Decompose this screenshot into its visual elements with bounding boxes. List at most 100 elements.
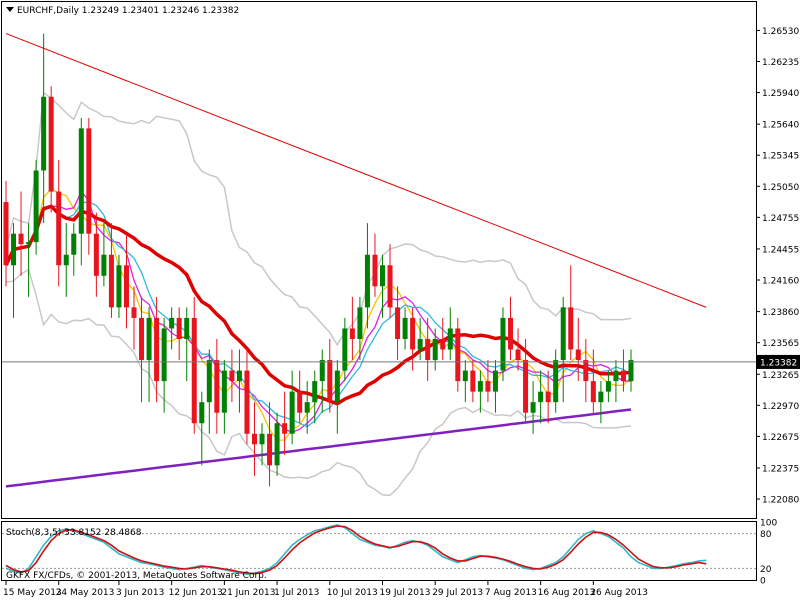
- time-tick-label: 10 Jul 2013: [327, 588, 378, 598]
- candle-body: [417, 338, 423, 350]
- price-tick-label: 1.22675: [762, 433, 799, 443]
- symbol-header: EURCHF,Daily 1.23249 1.23401 1.23246 1.2…: [17, 6, 239, 16]
- candle-body: [538, 391, 544, 403]
- candle-body: [18, 233, 24, 245]
- price-tick-label: 1.24160: [762, 277, 799, 287]
- price-tick-label: 1.23860: [762, 308, 799, 318]
- candle-body: [583, 360, 589, 382]
- price-tick-label: 1.22080: [762, 496, 799, 506]
- candle-body: [274, 423, 280, 466]
- candle-body: [598, 391, 604, 403]
- price-tick-label: 1.22970: [762, 402, 799, 412]
- candle-body: [41, 96, 47, 171]
- copyright-text: GKFX FX/CFDs, © 2001-2013, MetaQuotes So…: [6, 571, 267, 581]
- candle-body: [440, 338, 446, 350]
- time-tick-label: 21 Jun 2013: [221, 588, 275, 598]
- price-tick-label: 1.26235: [762, 58, 799, 68]
- candle-body: [545, 391, 551, 403]
- candle-body: [236, 370, 242, 382]
- candle-body: [613, 370, 619, 382]
- price-axis: 1.26530 1.26235 1.25940 1.25640 1.25345 1.250…: [756, 27, 799, 506]
- time-tick-label: 24 May 2013: [56, 588, 115, 598]
- candle-body: [508, 317, 514, 350]
- candle-body: [86, 128, 92, 234]
- candle-body: [244, 370, 250, 434]
- bollinger-upper: [5, 91, 632, 347]
- candle-body: [327, 360, 333, 403]
- candle-body: [169, 317, 175, 329]
- current-price-label: 1.23382: [760, 358, 797, 368]
- candle-body: [485, 381, 491, 392]
- price-tick-label: 1.22375: [762, 464, 799, 474]
- candle-body: [297, 391, 303, 413]
- candle-body: [372, 254, 378, 287]
- time-tick-label: 3 Jun 2013: [116, 588, 164, 598]
- candle-body: [56, 191, 62, 266]
- candle-body: [199, 402, 205, 424]
- candle-body: [71, 233, 77, 255]
- candle-body: [251, 433, 257, 445]
- ma-blue-line: [5, 201, 632, 428]
- stoch-tick-label: 80: [760, 530, 772, 540]
- price-tick-label: 1.25050: [762, 183, 799, 193]
- candle-body: [214, 360, 220, 413]
- candle-body: [33, 170, 39, 243]
- ma-red-line: [4, 204, 632, 406]
- time-tick-label: 15 May 2013: [3, 588, 62, 598]
- candle-body: [259, 433, 265, 445]
- candle-body: [455, 328, 461, 382]
- candle-body: [523, 360, 529, 413]
- candle-body: [131, 307, 137, 318]
- time-tick-label: 26 Aug 2013: [590, 588, 648, 598]
- candle-body: [349, 328, 355, 339]
- time-tick-label: 16 Aug 2013: [538, 588, 596, 598]
- bollinger-lower: [5, 268, 632, 497]
- ma-purple-line: [5, 408, 632, 488]
- candle-body: [387, 265, 393, 308]
- current-price-box: [757, 354, 800, 369]
- current-price-layer: 1.23382: [2, 354, 800, 369]
- candle-body: [93, 233, 99, 276]
- stoch-tick-label: 100: [760, 519, 777, 529]
- candle-body: [63, 254, 69, 266]
- candle-body: [590, 381, 596, 403]
- candle-body: [161, 328, 167, 382]
- price-tick-label: 1.23565: [762, 339, 799, 349]
- stoch-signal-line: [5, 525, 707, 575]
- candle-body: [289, 391, 295, 434]
- trend-line: [5, 33, 707, 308]
- candle-body: [154, 317, 160, 382]
- ma-yellow-line: [5, 188, 632, 441]
- menu-triangle-icon[interactable]: [6, 7, 14, 12]
- price-tick-label: 1.23265: [762, 371, 799, 381]
- time-tick-label: 19 Jul 2013: [380, 588, 431, 598]
- time-tick-label: 29 Jul 2013: [432, 588, 483, 598]
- candle-body: [628, 360, 634, 382]
- candle-body: [432, 338, 438, 361]
- price-tick-label: 1.24455: [762, 245, 799, 255]
- candle-body: [139, 317, 145, 361]
- candle-body: [48, 96, 54, 192]
- candle-body: [267, 433, 273, 466]
- candle-body: [605, 381, 611, 392]
- candle-body: [176, 317, 182, 339]
- time-tick-label: 12 Jun 2013: [169, 588, 223, 598]
- candle-body: [620, 370, 626, 382]
- bollinger-bands: [5, 91, 632, 497]
- candle-body: [515, 349, 521, 361]
- candle-body: [500, 317, 506, 371]
- candle-body: [447, 328, 453, 350]
- candle-body: [553, 360, 559, 403]
- stoch-main-line: [5, 524, 707, 576]
- candle-body: [116, 265, 122, 308]
- candle-body: [312, 381, 318, 403]
- candle-body: [568, 307, 574, 350]
- candles: [3, 33, 634, 487]
- candle-body: [462, 370, 468, 382]
- time-tick-label: 7 Aug 2013: [485, 588, 537, 598]
- price-tick-label: 1.24755: [762, 214, 799, 224]
